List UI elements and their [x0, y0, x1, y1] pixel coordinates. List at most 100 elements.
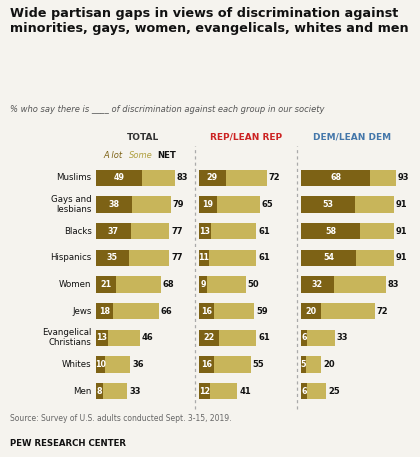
- Bar: [199, 170, 226, 186]
- Bar: [301, 329, 307, 346]
- Bar: [301, 223, 394, 239]
- Text: Wide partisan gaps in views of discrimination against
minorities, gays, women, e: Wide partisan gaps in views of discrimin…: [10, 7, 409, 35]
- Bar: [199, 383, 210, 399]
- Text: NET: NET: [158, 151, 176, 160]
- Bar: [199, 223, 211, 239]
- Text: 25: 25: [328, 387, 340, 396]
- Bar: [199, 356, 214, 373]
- Bar: [199, 356, 251, 373]
- Bar: [96, 356, 130, 373]
- Bar: [301, 223, 360, 239]
- Bar: [96, 303, 113, 319]
- Bar: [199, 223, 256, 239]
- Text: Gays and
lesbians: Gays and lesbians: [51, 195, 92, 214]
- Text: 18: 18: [99, 307, 110, 316]
- Bar: [96, 303, 159, 319]
- Text: 91: 91: [396, 227, 408, 236]
- Bar: [301, 356, 306, 373]
- Text: 46: 46: [142, 333, 153, 342]
- Text: 61: 61: [258, 333, 270, 342]
- Text: Muslims: Muslims: [57, 173, 92, 182]
- Text: 77: 77: [171, 227, 183, 236]
- Text: 66: 66: [160, 307, 172, 316]
- Text: 37: 37: [108, 227, 119, 236]
- Bar: [96, 170, 142, 186]
- Text: Blacks: Blacks: [64, 227, 92, 236]
- Bar: [301, 276, 386, 293]
- Text: 41: 41: [239, 387, 251, 396]
- Text: 83: 83: [177, 173, 188, 182]
- Text: 19: 19: [202, 200, 213, 209]
- Bar: [96, 196, 171, 213]
- Text: 68: 68: [163, 280, 174, 289]
- Text: 6: 6: [301, 333, 307, 342]
- Bar: [199, 329, 256, 346]
- Bar: [301, 383, 307, 399]
- Bar: [96, 276, 116, 293]
- Bar: [96, 250, 169, 266]
- Text: Jews: Jews: [72, 307, 92, 316]
- Text: Whites: Whites: [62, 360, 92, 369]
- Bar: [199, 250, 256, 266]
- Text: 54: 54: [323, 253, 334, 262]
- Text: Men: Men: [73, 387, 92, 396]
- Text: 29: 29: [207, 173, 218, 182]
- Bar: [301, 196, 394, 213]
- Text: 50: 50: [248, 280, 260, 289]
- Text: 12: 12: [199, 387, 210, 396]
- Text: 33: 33: [129, 387, 141, 396]
- Bar: [301, 170, 396, 186]
- Text: TOTAL: TOTAL: [127, 133, 160, 142]
- Text: 32: 32: [312, 280, 323, 289]
- Bar: [96, 196, 132, 213]
- Bar: [301, 383, 326, 399]
- Text: 16: 16: [201, 360, 212, 369]
- Text: 13: 13: [200, 227, 210, 236]
- Bar: [199, 250, 209, 266]
- Text: 9: 9: [200, 280, 206, 289]
- Text: Women: Women: [59, 280, 92, 289]
- Text: 16: 16: [201, 307, 212, 316]
- Bar: [96, 276, 160, 293]
- Text: 20: 20: [305, 307, 317, 316]
- Bar: [199, 170, 267, 186]
- Text: 58: 58: [325, 227, 336, 236]
- Text: % who say there is ____ of discrimination against each group in our society: % who say there is ____ of discriminatio…: [10, 105, 325, 114]
- Text: 21: 21: [100, 280, 111, 289]
- Text: 83: 83: [388, 280, 399, 289]
- Text: 6: 6: [301, 387, 307, 396]
- Text: PEW RESEARCH CENTER: PEW RESEARCH CENTER: [10, 439, 126, 448]
- Bar: [301, 250, 356, 266]
- Text: A lot: A lot: [103, 151, 122, 160]
- Bar: [199, 303, 255, 319]
- Bar: [96, 223, 169, 239]
- Text: Some: Some: [129, 151, 153, 160]
- Bar: [96, 250, 129, 266]
- Text: 65: 65: [262, 200, 274, 209]
- Text: Hispanics: Hispanics: [50, 253, 92, 262]
- Text: 91: 91: [396, 200, 408, 209]
- Bar: [199, 329, 220, 346]
- Text: 22: 22: [203, 333, 215, 342]
- Bar: [301, 196, 355, 213]
- Bar: [96, 329, 139, 346]
- Text: 33: 33: [336, 333, 348, 342]
- Bar: [301, 276, 333, 293]
- Bar: [301, 250, 394, 266]
- Bar: [199, 276, 246, 293]
- Text: 35: 35: [107, 253, 118, 262]
- Bar: [301, 356, 321, 373]
- Bar: [96, 223, 131, 239]
- Text: 53: 53: [323, 200, 333, 209]
- Text: 36: 36: [132, 360, 144, 369]
- Text: 77: 77: [171, 253, 183, 262]
- Text: 61: 61: [258, 227, 270, 236]
- Text: 72: 72: [269, 173, 280, 182]
- Text: 68: 68: [330, 173, 341, 182]
- Bar: [199, 276, 207, 293]
- Text: 11: 11: [198, 253, 209, 262]
- Text: REP/LEAN REP: REP/LEAN REP: [210, 133, 282, 142]
- Text: 13: 13: [97, 333, 108, 342]
- Text: 61: 61: [258, 253, 270, 262]
- Text: DEM/LEAN DEM: DEM/LEAN DEM: [313, 133, 391, 142]
